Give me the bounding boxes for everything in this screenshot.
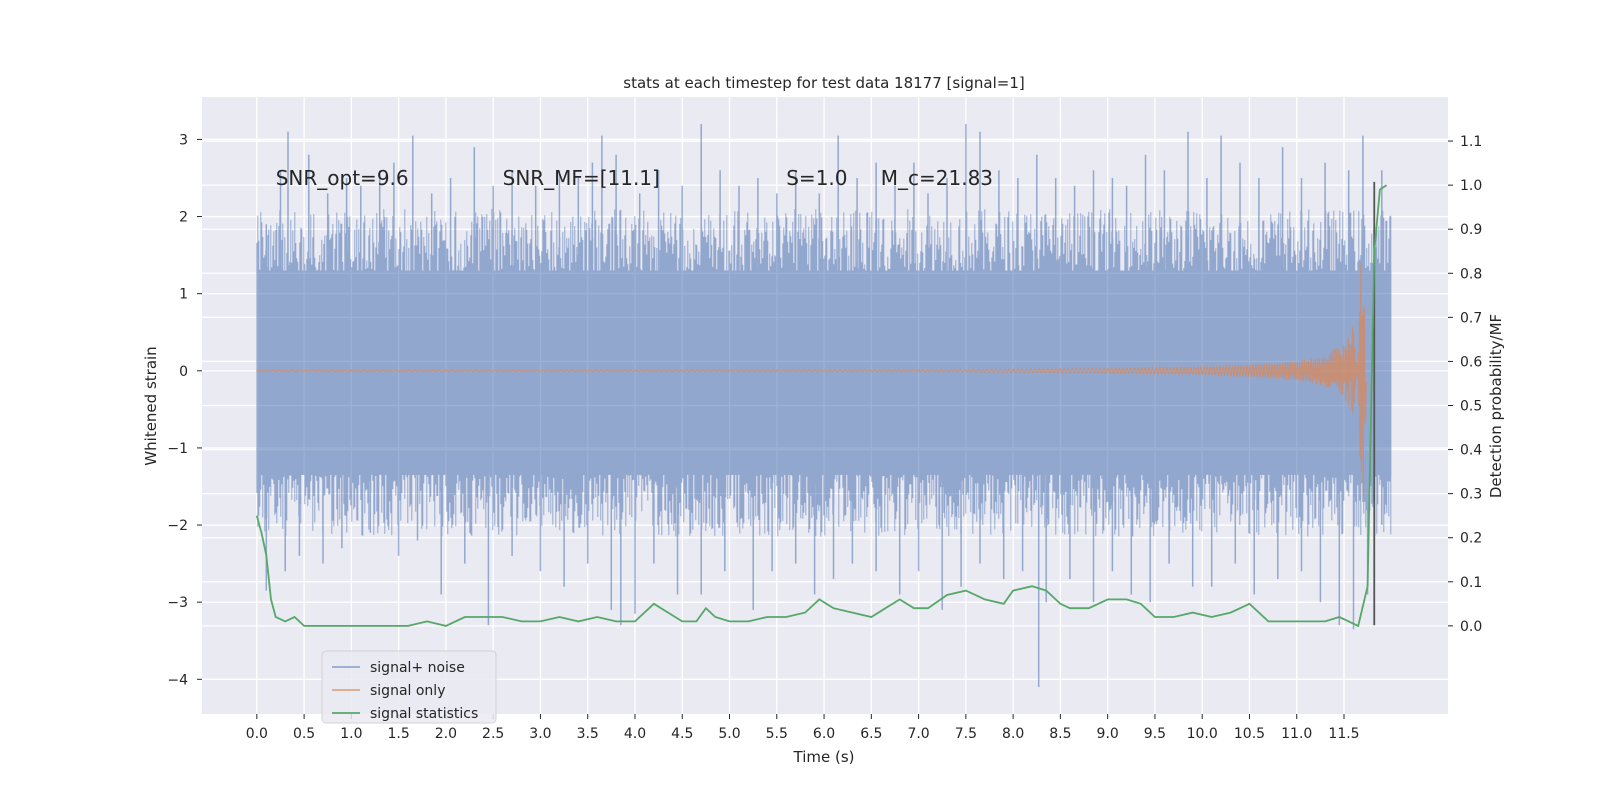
x-tick-label: 4.0 (624, 726, 646, 742)
x-tick-label: 11.0 (1281, 726, 1312, 742)
y-right-tick-label: 0.8 (1460, 266, 1482, 282)
axes: 0.0 0.5 1.0 1.5 2.0 2.5 3.0 3.5 4.0 4.5 5.0 5.5 6.0 6… (167, 132, 1482, 742)
y-right-tick-label: 0.2 (1460, 531, 1482, 547)
y-left-tick-label: 2 (179, 210, 188, 226)
x-tick-label: 0.0 (246, 726, 268, 742)
annotation-snr-opt: SNR_opt=9.6 (276, 166, 409, 190)
x-tick-label: 0.5 (293, 726, 315, 742)
legend-label: signal statistics (370, 706, 478, 722)
x-tick-label: 6.0 (813, 726, 835, 742)
y-right-tick-label: 0.5 (1460, 399, 1482, 415)
x-tick-label: 10.0 (1187, 726, 1218, 742)
y-left-tick-label: −4 (167, 672, 188, 688)
y-left-tick-label: −1 (167, 441, 188, 457)
x-tick-label: 6.5 (860, 726, 882, 742)
x-tick-label: 5.5 (766, 726, 788, 742)
x-tick-label: 11.5 (1328, 726, 1359, 742)
legend-label: signal only (370, 683, 445, 699)
legend-box (321, 650, 497, 724)
x-tick-label: 10.5 (1234, 726, 1265, 742)
chart-title: stats at each timestep for test data 181… (623, 74, 1024, 92)
annotations: SNR_opt=9.6 SNR_MF=[11.1] S=1.0 M_c=21.83 (276, 166, 993, 190)
y-axis-label-left: Whitened strain (142, 346, 160, 465)
legend-label: signal+ noise (370, 660, 465, 676)
x-tick-label: 9.5 (1144, 726, 1166, 742)
y-right-tick-label: 1.0 (1460, 178, 1482, 194)
noise-trace (256, 208, 1392, 537)
series-signal-statistics (255, 184, 1388, 628)
x-tick-label: 2.5 (482, 726, 504, 742)
x-tick-label: 7.5 (955, 726, 977, 742)
y-right-tick-label: 0.0 (1460, 619, 1482, 635)
y-left-tick-label: −3 (167, 595, 188, 611)
x-tick-label: 5.0 (718, 726, 740, 742)
y-left-tick-label: 0 (179, 364, 188, 380)
series-signal-only (256, 262, 1367, 499)
y-left-tick-label: 3 (179, 132, 188, 148)
x-axis-label: Time (s) (793, 748, 855, 766)
annotation-snr-mf: SNR_MF=[11.1] (503, 166, 660, 190)
y-left-tick-label: −2 (167, 518, 188, 534)
x-tick-label: 1.5 (388, 726, 410, 742)
y-right-tick-label: 1.1 (1460, 134, 1482, 150)
x-tick-label: 3.5 (577, 726, 599, 742)
x-tick-label: 9.0 (1097, 726, 1119, 742)
noise-spikes (265, 124, 1383, 687)
y-left-tick-label: 1 (179, 287, 188, 303)
series-layer (255, 124, 1392, 687)
signal-trace (256, 262, 1367, 499)
annotation-s: S=1.0 (786, 166, 847, 190)
y-axis-label-right: Detection probability/MF (1487, 314, 1505, 498)
x-tick-label: 1.0 (340, 726, 362, 742)
y-right-tick-label: 0.7 (1460, 310, 1482, 326)
y-right-tick-label: 0.3 (1460, 487, 1482, 503)
x-tick-label: 3.0 (529, 726, 551, 742)
x-tick-label: 4.5 (671, 726, 693, 742)
x-tick-label: 8.5 (1049, 726, 1071, 742)
statistics-line (255, 184, 1388, 628)
x-tick-label: 7.0 (907, 726, 929, 742)
annotation-mc: M_c=21.83 (881, 166, 993, 190)
x-tick-label: 8.0 (1002, 726, 1024, 742)
y-right-tick-label: 0.4 (1460, 443, 1482, 459)
x-tick-label: 2.0 (435, 726, 457, 742)
legend: signal+ noise signal only signal statistic… (321, 650, 497, 724)
y-right-tick-label: 0.1 (1460, 575, 1482, 591)
y-right-tick-label: 0.9 (1460, 222, 1482, 238)
y-right-tick-label: 0.6 (1460, 354, 1482, 370)
